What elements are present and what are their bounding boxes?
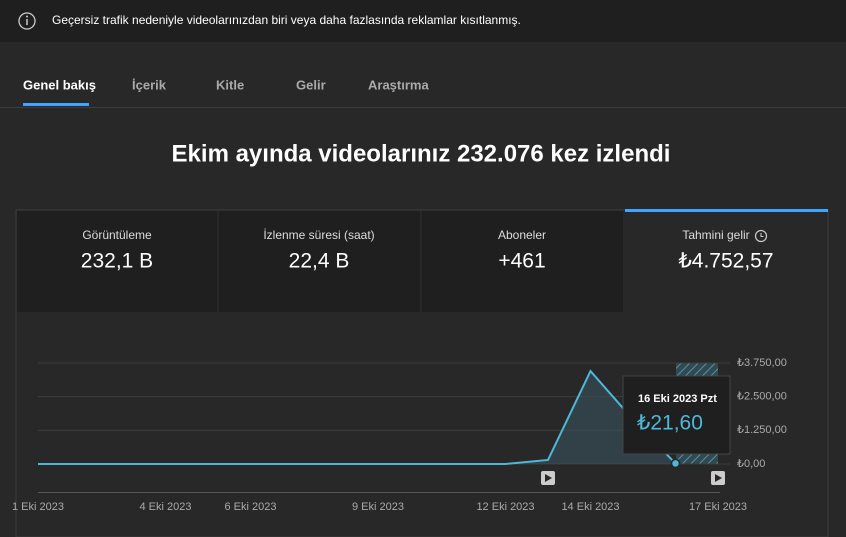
x-tick-label: 6 Eki 2023 (225, 501, 277, 513)
area (38, 371, 676, 464)
stat-card[interactable] (219, 211, 420, 312)
x-tick-label: 1 Eki 2023 (12, 501, 64, 513)
x-tick-label: 12 Eki 2023 (476, 501, 534, 513)
stat-card[interactable] (422, 211, 623, 312)
tab[interactable]: Gelir (296, 77, 326, 92)
y-tick-label: ₺1.250,00 (737, 424, 787, 436)
tooltip-title: 16 Eki 2023 Pzt (638, 393, 717, 405)
x-tick-label: 4 Eki 2023 (140, 501, 192, 513)
clock-icon[interactable] (754, 229, 768, 243)
x-tick-label: 9 Eki 2023 (352, 501, 404, 513)
x-tick-label: 14 Eki 2023 (561, 501, 619, 513)
stat-label: Aboneler (498, 228, 546, 242)
tab[interactable]: Genel bakış (23, 77, 96, 92)
tab[interactable]: Araştırma (368, 77, 429, 92)
line (38, 369, 677, 465)
stat-card[interactable] (17, 211, 217, 312)
tab-indicator (23, 103, 89, 106)
stat-label: Tahmini gelir (682, 228, 749, 242)
x-tick-label: 17 Eki 2023 (689, 501, 747, 513)
stat-value: 22,4 B (289, 250, 350, 273)
stat-label: İzlenme süresi (saat) (263, 228, 374, 242)
tab[interactable]: İçerik (132, 77, 167, 92)
stat-card[interactable] (625, 211, 827, 312)
headline: Ekim ayında videolarınız 232.076 kez izl… (172, 140, 671, 167)
tab[interactable]: Kitle (216, 77, 244, 92)
stat-value: +461 (498, 250, 545, 273)
tooltip: 16 Eki 2023 Pzt ₺21,60 (622, 375, 731, 455)
banner (0, 0, 846, 42)
annotation-icon[interactable] (541, 471, 555, 485)
stat-label: Görüntüleme (82, 228, 152, 242)
tooltip-value: ₺21,60 (637, 412, 703, 435)
y-tick-label: ₺0,00 (737, 458, 765, 470)
banner-text: Geçersiz trafik nedeniyle videolarınızda… (52, 13, 521, 27)
y-tick-label: ₺3.750,00 (737, 357, 787, 369)
info-icon (18, 12, 36, 30)
tooltip-box (622, 375, 731, 455)
stat-value: ₺4.752,57 (678, 250, 773, 273)
stat-value: 232,1 B (81, 250, 153, 273)
y-tick-label: ₺2.500,00 (737, 391, 787, 403)
annotation-icon[interactable] (711, 471, 725, 485)
point (670, 458, 681, 469)
card-indicator (625, 209, 828, 212)
